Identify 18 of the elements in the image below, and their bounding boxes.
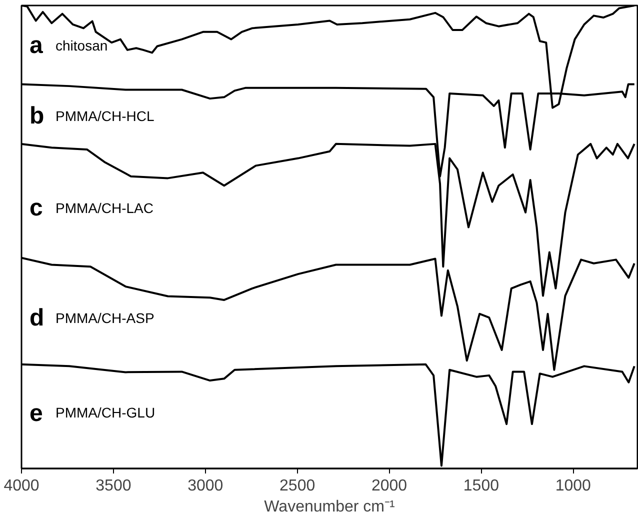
x-tick-label: 3000 — [188, 478, 224, 494]
x-tick-label: 1000 — [555, 478, 592, 494]
series-label: PMMA/CH-ASP — [56, 310, 154, 326]
series-label: PMMA/CH-LAC — [56, 200, 154, 216]
series-label: chitosan — [56, 38, 108, 54]
annotation: e — [30, 400, 43, 427]
x-tick-label: 4000 — [4, 478, 40, 494]
x-axis-title: Wavenumber cm⁻¹ — [264, 498, 395, 516]
x-tick-label: 2000 — [371, 478, 408, 494]
annotation: c — [30, 194, 43, 222]
series-label: PMMA/CH-HCL — [56, 108, 154, 124]
x-tick-label: 1500 — [463, 478, 500, 494]
annotation: d — [30, 304, 44, 332]
text: PMMA/CH-GLU — [56, 404, 156, 420]
annotation: b — [30, 102, 44, 130]
x-tick-label: 3500 — [96, 478, 132, 494]
annotation: a — [30, 32, 44, 59]
x-tick-label: 2500 — [280, 478, 316, 494]
